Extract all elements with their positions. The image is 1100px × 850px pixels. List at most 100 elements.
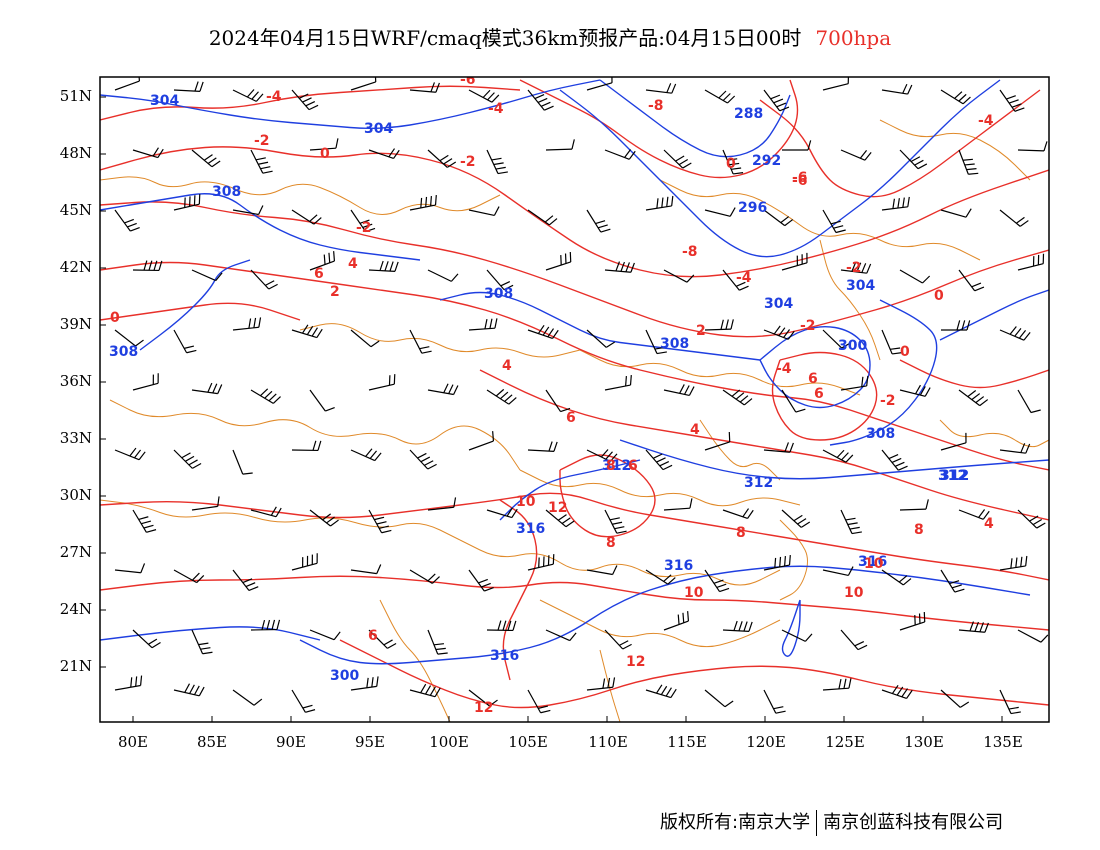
wind-barb-flag (374, 516, 385, 521)
temperature-contour-label: -6 (792, 170, 808, 186)
temperature-contour-label: 8 (606, 458, 616, 474)
wind-barb-flag (138, 451, 146, 461)
wind-barb-flag (265, 280, 275, 286)
wind-barb (350, 77, 377, 91)
wind-barb-staff (173, 449, 193, 469)
wind-barb-flag (153, 260, 158, 271)
wind-barb-staff (604, 269, 631, 273)
wind-barb (704, 319, 734, 331)
wind-barb-flag (393, 149, 400, 159)
boundary-line (599, 649, 621, 722)
wind-barb-flag (433, 643, 444, 646)
wind-barb (232, 689, 263, 706)
wind-barb-flag (857, 644, 868, 651)
wind-barb-staff (250, 269, 270, 290)
wind-barb-staff (1017, 263, 1044, 271)
wind-barb-flag (492, 431, 495, 442)
wind-barb-flag (302, 324, 309, 334)
wind-barb-flag (424, 685, 432, 695)
wind-barb-staff (191, 505, 218, 511)
wind-barb-flag (507, 620, 512, 631)
height-contour-label: 316 (490, 648, 519, 664)
wind-barb-flag (255, 93, 264, 102)
wind-barb-flag (605, 341, 616, 348)
wind-barb-flag (892, 352, 903, 355)
wind-barb (191, 382, 223, 395)
wind-barb-staff (132, 149, 159, 159)
wind-barb-flag (924, 387, 931, 397)
wind-barb-staff (763, 329, 789, 340)
wind-barb-staff (704, 441, 730, 451)
wind-barb-staff (427, 506, 454, 511)
wind-barb (781, 252, 808, 271)
wind-barb-flag (773, 325, 781, 335)
wind-barb-flag (138, 77, 141, 82)
wind-barb (291, 689, 316, 713)
lat-label-33n: 33N (59, 429, 92, 447)
wind-barb-staff (468, 440, 494, 451)
wind-barb-flag (502, 620, 507, 631)
temperature-contour-label: 6 (808, 371, 818, 387)
wind-barb-flag (849, 526, 860, 530)
wind-barb-flag (902, 578, 912, 586)
wind-barb-flag (381, 529, 392, 534)
wind-barb-flag (660, 685, 668, 696)
wind-barb-flag (439, 154, 449, 162)
wind-barb-flag (1010, 711, 1021, 715)
wind-barb-staff (840, 269, 867, 274)
wind-barb-flag (845, 454, 854, 463)
wind-barb-flag (919, 386, 926, 396)
wind-barb (309, 138, 339, 151)
wind-barb-flag (609, 517, 620, 521)
wind-barb-flag (130, 226, 140, 232)
wind-barb (468, 318, 498, 331)
wind-barb-staff (586, 686, 613, 691)
wind-barb-flag (600, 449, 609, 458)
wind-barb-flag (1019, 220, 1029, 227)
wind-barb (427, 629, 448, 655)
wind-barb-staff (940, 442, 967, 451)
wind-barb (114, 563, 146, 574)
wind-barb (232, 317, 262, 331)
copyright-footer: 版权所有:南京大学 南京创蓝科技有限公司 (660, 808, 1003, 836)
wind-barb (545, 509, 575, 528)
wind-barb-flag (847, 522, 858, 526)
wind-barb-staff (250, 149, 264, 174)
wind-barb-flag (157, 148, 164, 158)
wind-barb-staff (881, 449, 899, 471)
wind-barb (291, 324, 323, 339)
boundary-line (879, 119, 1031, 181)
temperature-contour-label: -8 (648, 98, 664, 114)
wind-barb (527, 209, 558, 226)
wind-barb-flag (922, 275, 931, 284)
wind-barb-flag (494, 318, 498, 329)
wind-barb-staff (822, 329, 843, 349)
wind-barb-flag (491, 94, 500, 103)
wind-barb-flag (313, 217, 322, 225)
wind-barb-flag (482, 89, 491, 98)
wind-barb (232, 449, 253, 475)
wind-barb-flag (775, 710, 786, 714)
wind-barb-flag (435, 647, 446, 651)
wind-barb-flag (379, 525, 390, 529)
wind-barb-flag (677, 614, 680, 625)
wind-barb-flag (661, 197, 664, 208)
contour-labels: 304 304 308 308 308 308 312 312 312 316 316 316 300 3… (109, 77, 994, 716)
wind-barb-flag (504, 394, 513, 402)
wind-barb (350, 448, 382, 462)
wind-barb-flag (544, 215, 554, 223)
wind-barb-flag (1018, 330, 1027, 339)
wind-barb (940, 569, 965, 593)
wind-barb-flag (739, 285, 749, 291)
wind-barb-flag (276, 619, 281, 630)
wind-barb-flag (788, 555, 791, 566)
wind-barb-staff (527, 89, 545, 111)
height-contour-line (139, 259, 251, 351)
wind-barb (350, 676, 379, 691)
wind-barb-staff (409, 89, 436, 93)
wind-barb-staff (1017, 629, 1042, 643)
wind-barb (604, 149, 636, 160)
wind-barb (881, 569, 912, 586)
wind-barb-staff (999, 449, 1026, 454)
wind-barb-flag (215, 272, 223, 281)
